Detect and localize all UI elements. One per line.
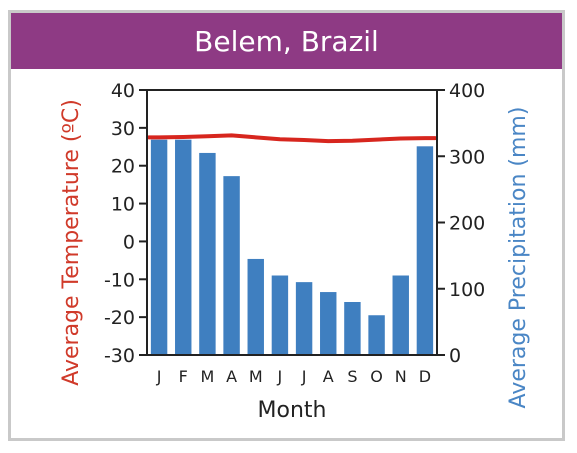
chart-card: Belem, Brazil <box>8 10 565 441</box>
month-label: A <box>323 367 334 386</box>
temperature-line <box>147 133 437 144</box>
month-label: J <box>277 367 283 386</box>
precipitation-bar-8 <box>320 292 337 355</box>
precipitation-bar-2 <box>175 139 192 355</box>
left-tick-label: 20 <box>111 156 135 178</box>
month-label: M <box>201 367 215 386</box>
left-tick-label: 40 <box>111 80 135 102</box>
left-tick-label: -20 <box>104 307 135 329</box>
chart-title: Belem, Brazil <box>11 13 562 69</box>
precipitation-bar-5 <box>247 258 264 355</box>
right-tick-label: 400 <box>449 80 485 102</box>
precipitation-bar-7 <box>295 282 313 356</box>
precipitation-bar-11 <box>392 275 409 355</box>
left-tick-label: 10 <box>111 194 135 216</box>
month-label: J <box>156 367 162 386</box>
month-label: A <box>226 367 237 386</box>
x-axis-title: Month <box>258 398 327 423</box>
left-tick-label: 30 <box>111 118 135 140</box>
month-label: N <box>395 367 407 386</box>
left-axis-ticks: 40 30 20 10 0 -10 -20 -30 <box>104 80 147 367</box>
right-axis-ticks: 400 300 200 100 0 <box>437 80 485 367</box>
right-axis-title: Average Precipitation (mm) <box>506 107 531 409</box>
precipitation-bar-3 <box>199 152 216 355</box>
precipitation-bar-1 <box>150 139 168 355</box>
month-label: D <box>419 367 431 386</box>
precipitation-bars <box>150 139 434 356</box>
precipitation-bar-12 <box>416 146 434 355</box>
right-tick-label: 100 <box>449 279 485 301</box>
month-label: S <box>347 367 357 386</box>
month-label: M <box>249 367 263 386</box>
left-axis-title: Average Temperature (ºC) <box>59 99 84 386</box>
right-tick-label: 300 <box>449 146 485 168</box>
month-label: O <box>370 367 383 386</box>
left-tick-label: -10 <box>104 269 135 291</box>
precipitation-bar-6 <box>271 275 289 355</box>
right-tick-label: 200 <box>449 213 485 235</box>
left-tick-label: -30 <box>104 345 135 367</box>
month-label: F <box>179 367 188 386</box>
left-tick-label: 0 <box>123 231 135 253</box>
month-label: J <box>301 367 307 386</box>
precipitation-bar-4 <box>223 176 240 356</box>
precipitation-bar-10 <box>368 315 385 355</box>
precipitation-bar-9 <box>344 302 361 355</box>
right-tick-label: 0 <box>449 345 461 367</box>
